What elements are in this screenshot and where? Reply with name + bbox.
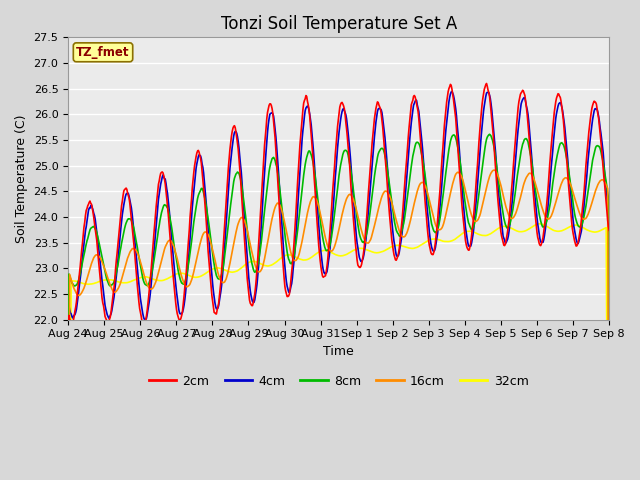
16cm xyxy=(213,267,221,273)
4cm xyxy=(404,156,412,162)
32cm xyxy=(404,245,412,251)
2cm xyxy=(420,185,428,191)
16cm xyxy=(74,292,82,298)
X-axis label: Time: Time xyxy=(323,345,354,358)
8cm xyxy=(213,274,221,280)
2cm xyxy=(213,307,221,313)
Y-axis label: Soil Temperature (C): Soil Temperature (C) xyxy=(15,114,28,243)
2cm xyxy=(483,81,490,86)
4cm xyxy=(420,166,428,171)
32cm xyxy=(74,279,82,285)
32cm xyxy=(185,272,193,278)
16cm xyxy=(185,283,193,289)
2cm xyxy=(185,237,193,243)
8cm xyxy=(130,225,138,230)
32cm xyxy=(130,277,138,283)
16cm xyxy=(490,167,498,173)
Text: TZ_fmet: TZ_fmet xyxy=(76,46,130,59)
Line: 2cm: 2cm xyxy=(68,84,609,480)
4cm xyxy=(605,217,613,223)
Title: Tonzi Soil Temperature Set A: Tonzi Soil Temperature Set A xyxy=(221,15,457,33)
8cm xyxy=(74,279,82,285)
32cm xyxy=(420,240,428,246)
16cm xyxy=(404,226,412,231)
Line: 8cm: 8cm xyxy=(68,134,609,480)
8cm xyxy=(404,187,412,193)
32cm xyxy=(213,265,221,271)
16cm xyxy=(420,181,428,187)
Legend: 2cm, 4cm, 8cm, 16cm, 32cm: 2cm, 4cm, 8cm, 16cm, 32cm xyxy=(144,370,534,393)
8cm xyxy=(486,132,493,137)
16cm xyxy=(130,246,138,252)
4cm xyxy=(448,89,456,95)
Line: 4cm: 4cm xyxy=(68,92,609,480)
8cm xyxy=(420,165,428,171)
2cm xyxy=(74,286,82,291)
4cm xyxy=(185,257,193,263)
2cm xyxy=(404,134,412,140)
4cm xyxy=(74,295,82,300)
8cm xyxy=(185,261,193,266)
2cm xyxy=(605,228,613,233)
4cm xyxy=(130,226,138,231)
Line: 32cm: 32cm xyxy=(68,224,609,480)
2cm xyxy=(130,239,138,244)
Line: 16cm: 16cm xyxy=(68,170,609,480)
32cm xyxy=(536,221,543,227)
4cm xyxy=(213,306,221,312)
